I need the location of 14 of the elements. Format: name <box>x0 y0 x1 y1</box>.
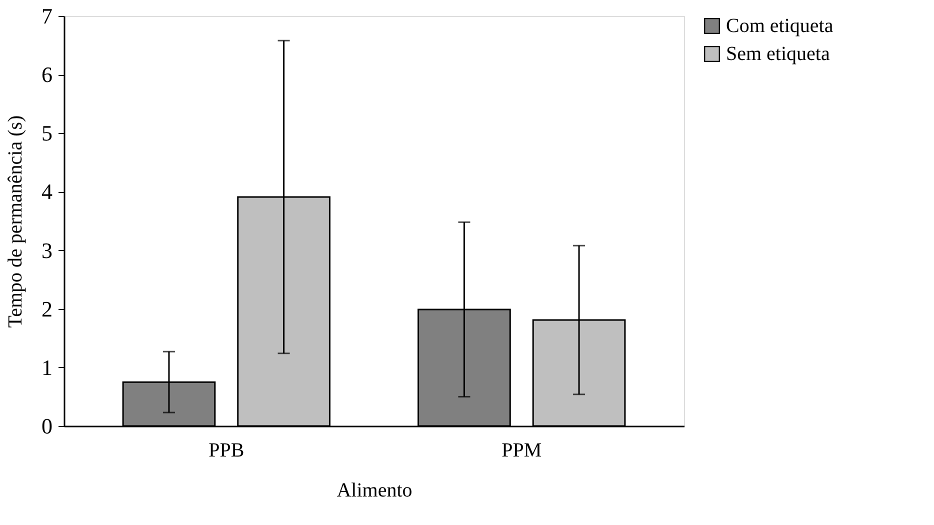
y-tick-label: 5 <box>42 120 52 146</box>
x-tick-label: PPB <box>208 440 244 462</box>
y-tick-label: 0 <box>42 414 52 438</box>
y-tick-label: 4 <box>42 179 52 204</box>
y-axis-title: Tempo de permanência (s) <box>4 115 26 328</box>
legend-label: Com etiqueta <box>726 15 834 37</box>
y-tick-label: 2 <box>42 296 52 322</box>
x-tick-label: PPM <box>502 440 542 462</box>
x-axis-title: Alimento <box>336 480 412 502</box>
y-tick-label: 7 <box>42 4 52 28</box>
legend-label: Sem etiqueta <box>726 43 830 65</box>
y-tick-label: 1 <box>42 354 52 380</box>
y-tick-label: 6 <box>42 62 52 88</box>
y-tick-label: 3 <box>42 238 52 263</box>
